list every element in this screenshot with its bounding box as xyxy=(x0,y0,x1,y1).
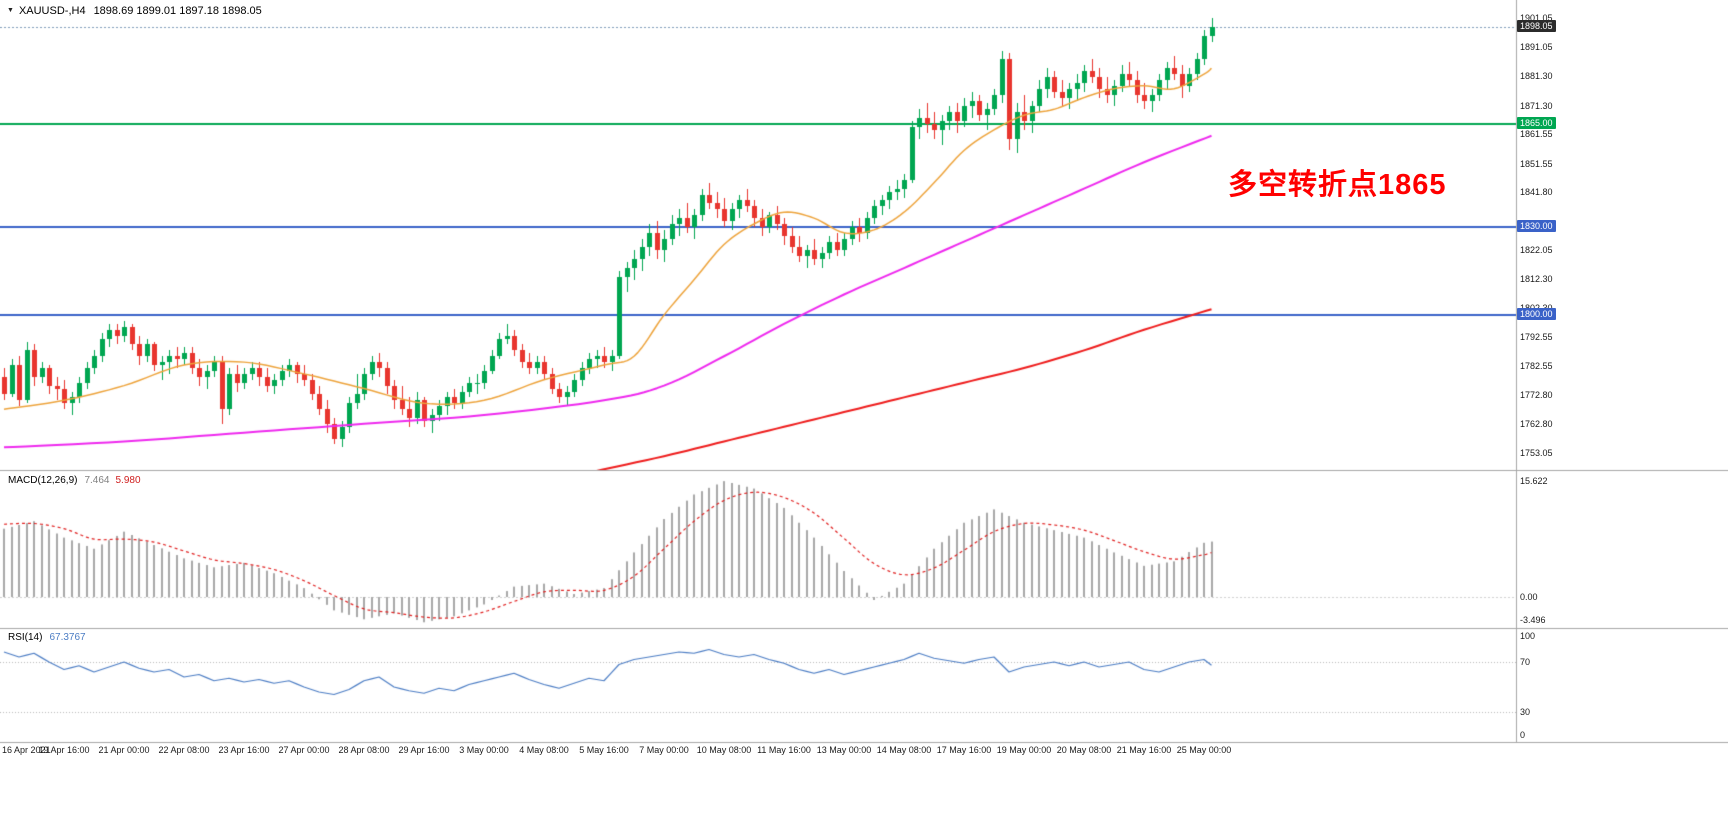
time-tick-label: 7 May 00:00 xyxy=(639,745,689,755)
price-tick-label: 1762.80 xyxy=(1520,419,1553,430)
time-tick-label: 17 May 16:00 xyxy=(936,745,992,755)
ohlc-values-label: 1898.69 1899.01 1897.18 1898.05 xyxy=(93,5,262,17)
price-tick-label: 1901.05 xyxy=(1520,13,1553,24)
price-tick-label: 1881.30 xyxy=(1520,71,1553,82)
price-tick-label: 1753.05 xyxy=(1520,448,1553,459)
time-tick-label: 21 Apr 00:00 xyxy=(98,745,150,755)
hline-price-box: 1830.00 xyxy=(1517,219,1556,232)
time-tick-label: 22 Apr 08:00 xyxy=(158,745,210,755)
symbol-period-label: XAUUSD-,H4 xyxy=(18,5,86,17)
macd-name: MACD(12,26,9) xyxy=(8,475,78,486)
price-tick-label: 1871.30 xyxy=(1520,100,1553,111)
price-tick-label: 1782.55 xyxy=(1520,361,1553,372)
time-tick-label: 25 May 00:00 xyxy=(1176,745,1232,755)
macd-tick-label: 15.622 xyxy=(1520,475,1548,486)
time-tick-label: 11 May 16:00 xyxy=(757,745,811,755)
price-tick-label: 1792.55 xyxy=(1520,331,1553,342)
price-tick-label: 1891.05 xyxy=(1520,42,1553,53)
price-tick-label: 1851.55 xyxy=(1520,158,1553,169)
price-tick-label: 1861.55 xyxy=(1520,129,1553,140)
price-tick-label: 1822.05 xyxy=(1520,245,1553,256)
rsi-indicator-label: RSI(14) 67.3767 xyxy=(8,632,86,643)
price-tick-label: 1812.30 xyxy=(1520,273,1553,284)
time-tick-label: 4 May 08:00 xyxy=(519,745,569,755)
time-tick-label: 16 Apr 2021 xyxy=(2,745,51,755)
time-tick-label: 3 May 00:00 xyxy=(459,745,509,755)
macd-value: 7.464 xyxy=(84,475,110,486)
rsi-tick-label: 0 xyxy=(1520,730,1526,740)
rsi-value: 67.3767 xyxy=(49,632,86,643)
time-tick-label: 13 May 00:00 xyxy=(816,745,872,755)
time-tick-label: 29 Apr 16:00 xyxy=(398,745,450,755)
rsi-tick-label: 70 xyxy=(1520,657,1531,667)
time-tick-label: 19 May 00:00 xyxy=(996,745,1052,755)
rsi-tick-label: 100 xyxy=(1520,631,1536,641)
annotation-text[interactable]: 多空转折点1865 xyxy=(1228,169,1447,201)
price-axis[interactable]: 1901.05 1891.05 1881.30 1871.30 1861.55 1851.… xyxy=(1516,0,1728,762)
macd-tick-label: -3.496 xyxy=(1520,615,1546,625)
time-tick-label: 19 Apr 16:00 xyxy=(38,745,90,755)
time-tick-label: 23 Apr 16:00 xyxy=(218,745,270,755)
symbol-dropdown-icon[interactable]: ▼ xyxy=(7,7,14,14)
price-tick-label: 1772.80 xyxy=(1520,390,1553,401)
time-tick-label: 28 Apr 08:00 xyxy=(338,745,390,755)
time-tick-label: 10 May 08:00 xyxy=(696,745,752,755)
last-price-box: 1898.05 xyxy=(1517,19,1556,32)
time-tick-label: 14 May 08:00 xyxy=(876,745,932,755)
time-axis[interactable]: 16 Apr 2021 19 Apr 16:00 21 Apr 00:00 22 Ap… xyxy=(0,742,1728,764)
time-tick-label: 27 Apr 00:00 xyxy=(278,745,330,755)
hline-price-box: 1800.00 xyxy=(1517,308,1556,321)
macd-indicator-label: MACD(12,26,9) 7.464 5.980 xyxy=(8,475,141,486)
time-tick-label: 21 May 16:00 xyxy=(1116,745,1172,755)
time-tick-label: 5 May 16:00 xyxy=(579,745,629,755)
rsi-tick-label: 30 xyxy=(1520,707,1531,717)
chart-header: ▼ XAUUSD-,H4 1898.69 1899.01 1897.18 1898.… xyxy=(7,5,262,17)
macd-signal-value: 5.980 xyxy=(115,475,141,486)
rsi-name: RSI(14) xyxy=(8,632,43,643)
time-tick-label: 20 May 08:00 xyxy=(1056,745,1112,755)
hline-price-box: 1865.00 xyxy=(1517,117,1556,130)
price-tick-label: 1841.80 xyxy=(1520,187,1553,198)
macd-tick-label: 0.00 xyxy=(1520,592,1538,603)
